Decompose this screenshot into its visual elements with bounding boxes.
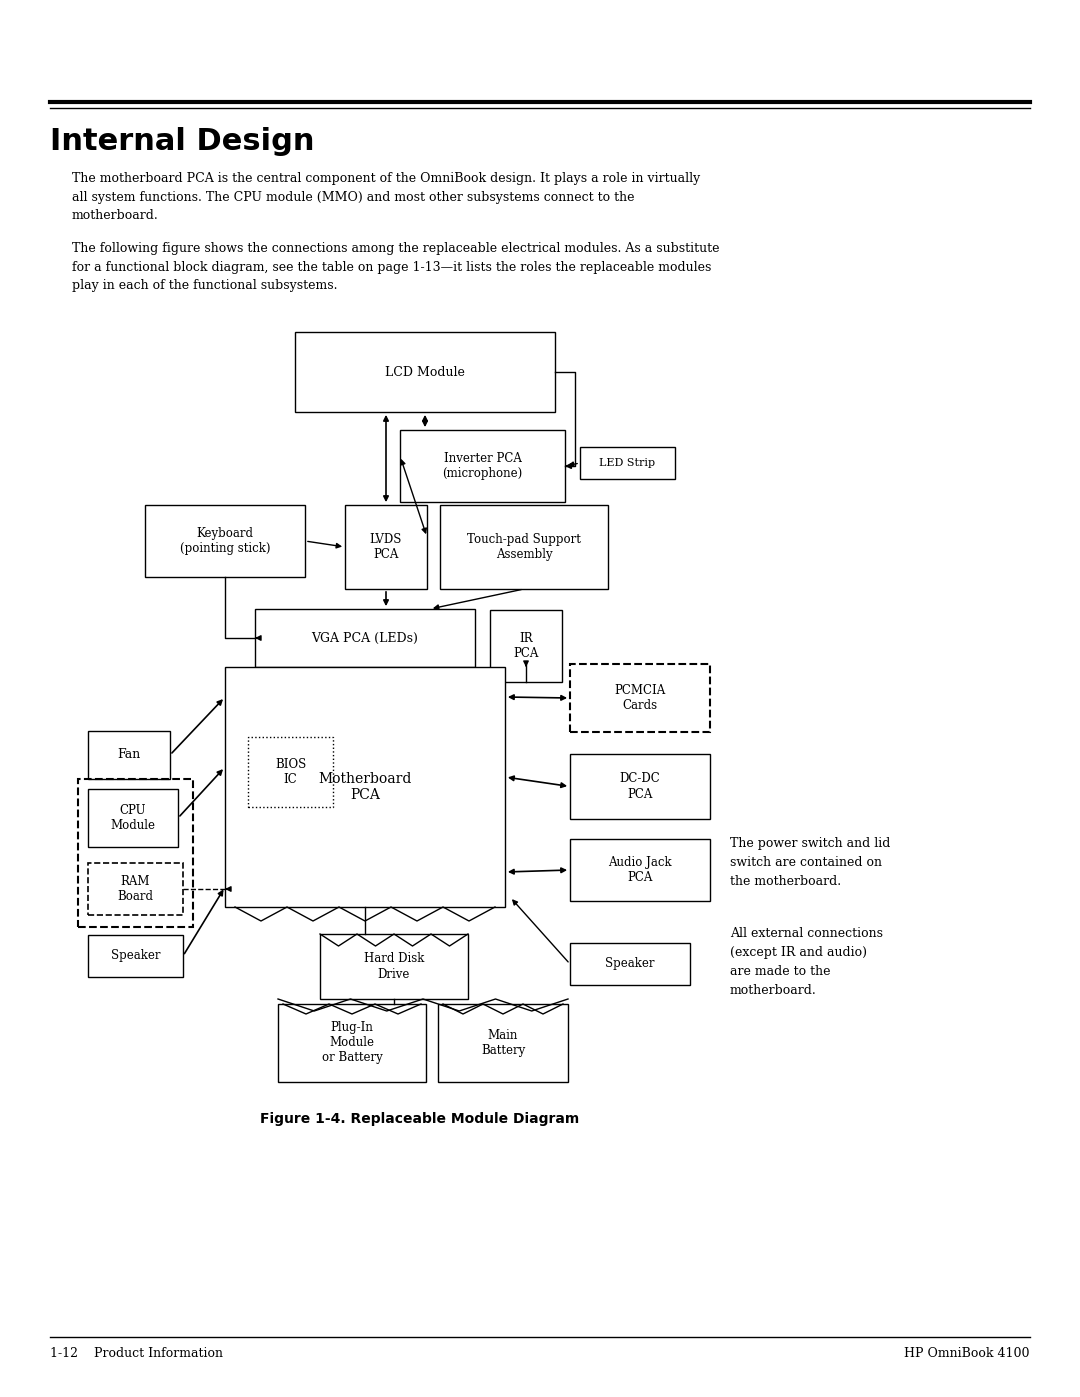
Text: Speaker: Speaker [605, 957, 654, 971]
Bar [570, 840, 710, 901]
Text: The following figure shows the connections among the replaceable electrical modu: The following figure shows the connectio… [72, 242, 719, 292]
Text: Main
Battery: Main Battery [481, 1030, 525, 1058]
Bar [345, 504, 427, 590]
Bar [570, 754, 710, 819]
Bar [490, 610, 562, 682]
Text: RAM
Board: RAM Board [118, 875, 153, 902]
Bar [438, 1004, 568, 1083]
Text: LVDS
PCA: LVDS PCA [369, 534, 402, 562]
Bar [78, 780, 193, 928]
Bar [225, 666, 505, 907]
Bar [320, 935, 468, 999]
Text: Speaker: Speaker [111, 950, 160, 963]
Text: Fan: Fan [118, 749, 140, 761]
Text: LCD Module: LCD Module [386, 366, 464, 379]
Bar [87, 789, 178, 847]
Bar [248, 738, 333, 807]
Text: HP OmniBook 4100: HP OmniBook 4100 [905, 1347, 1030, 1361]
Text: Figure 1-4. Replaceable Module Diagram: Figure 1-4. Replaceable Module Diagram [260, 1112, 580, 1126]
Bar [255, 609, 475, 666]
Text: CPU
Module: CPU Module [110, 805, 156, 833]
Bar [145, 504, 305, 577]
Text: VGA PCA (LEDs): VGA PCA (LEDs) [311, 631, 418, 644]
Bar [580, 447, 675, 479]
Text: LED Strip: LED Strip [599, 458, 656, 468]
Bar [570, 664, 710, 732]
Text: 1-12    Product Information: 1-12 Product Information [50, 1347, 222, 1361]
Bar [87, 731, 170, 780]
Bar [440, 504, 608, 590]
Text: All external connections
(except IR and audio)
are made to the
motherboard.: All external connections (except IR and … [730, 928, 883, 997]
Text: The motherboard PCA is the central component of the OmniBook design. It plays a : The motherboard PCA is the central compo… [72, 172, 700, 222]
Bar [570, 943, 690, 985]
Text: BIOS
IC: BIOS IC [275, 759, 306, 787]
Bar [87, 863, 183, 915]
Bar [278, 1004, 426, 1083]
Bar [400, 430, 565, 502]
Text: IR
PCA: IR PCA [513, 631, 539, 659]
Bar [87, 935, 183, 977]
Text: PCMCIA
Cards: PCMCIA Cards [615, 685, 665, 712]
Text: Internal Design: Internal Design [50, 127, 314, 156]
Text: Audio Jack
PCA: Audio Jack PCA [608, 856, 672, 884]
Text: DC-DC
PCA: DC-DC PCA [620, 773, 660, 800]
Bar [295, 332, 555, 412]
Text: Plug-In
Module
or Battery: Plug-In Module or Battery [322, 1021, 382, 1065]
Text: Motherboard
PCA: Motherboard PCA [319, 773, 411, 802]
Text: Inverter PCA
(microphone): Inverter PCA (microphone) [443, 453, 523, 481]
Text: Hard Disk
Drive: Hard Disk Drive [364, 953, 424, 981]
Text: Keyboard
(pointing stick): Keyboard (pointing stick) [179, 527, 270, 555]
Text: Touch-pad Support
Assembly: Touch-pad Support Assembly [467, 534, 581, 562]
Text: The power switch and lid
switch are contained on
the motherboard.: The power switch and lid switch are cont… [730, 837, 890, 888]
